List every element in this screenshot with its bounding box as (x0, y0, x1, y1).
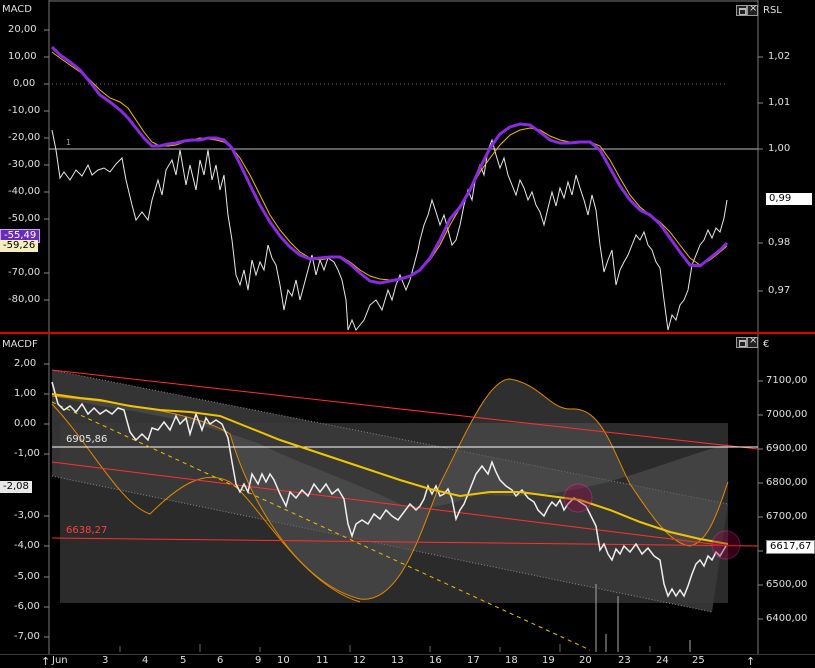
date-label: 5 (180, 655, 187, 666)
macdf-tick: -3,00 (14, 510, 40, 521)
date-label: 25 (692, 655, 705, 666)
macdf-tick: -7,00 (14, 631, 40, 642)
envelope-line (51, 378, 729, 600)
rsl-tick: 1,01 (768, 97, 791, 108)
price-canvas (0, 334, 815, 654)
maximize-icon[interactable] (736, 5, 747, 16)
price-value-tag: 6617,67 (766, 540, 815, 554)
macdf-value-tag: -2,08 (0, 481, 32, 493)
price-tick: 6800,00 (766, 477, 808, 488)
upper-left-title: MACD (2, 4, 32, 15)
date-label: 4 (142, 655, 149, 666)
macd-rsl-canvas (0, 0, 815, 334)
date-label: 9 (255, 655, 262, 666)
date-label: 19 (542, 655, 555, 666)
price-line (51, 381, 727, 598)
macd-line (50, 45, 729, 285)
price-tick: 6500,00 (766, 579, 808, 590)
date-label: 16 (429, 655, 442, 666)
up-arrow-icon: ↑ (41, 655, 51, 668)
macd-tick: 10,00 (8, 51, 37, 62)
macd-tick: -30,00 (8, 159, 41, 170)
rsl-line (51, 129, 728, 331)
macdf-tick: -6,00 (14, 601, 40, 612)
macd-tick: 20,00 (8, 24, 37, 35)
price-tick: 6400,00 (766, 613, 808, 624)
marker-label: 1 (66, 138, 72, 147)
macdf-tick: 2,00 (14, 358, 37, 369)
rsl-tick: 1,02 (768, 51, 791, 62)
macd-tick: -20,00 (8, 132, 41, 143)
rsl-tick: 0,97 (768, 285, 791, 296)
price-tick: 7100,00 (766, 375, 808, 386)
lower-left-title: MACDF (2, 339, 38, 350)
date-axis: ↑ Jun 3 4 5 6 9 10 11 12 13 16 17 18 19 … (0, 654, 815, 668)
macd-tick: 0,00 (13, 78, 36, 89)
date-label: 12 (353, 655, 366, 666)
date-label: 20 (579, 655, 592, 666)
rsl-tick: 1,00 (768, 143, 791, 154)
macdf-tick: -5,00 (14, 571, 40, 582)
upper-right-title: RSL (763, 5, 782, 16)
maximize-icon[interactable] (736, 337, 747, 348)
date-label: 18 (505, 655, 518, 666)
rsl-tick: 0,98 (768, 237, 791, 248)
date-label: 11 (316, 655, 329, 666)
macdf-tick: -4,00 (14, 540, 40, 551)
macdf-tick: 1,00 (14, 388, 37, 399)
macdf-tick: -1,00 (14, 448, 40, 459)
macdf-price-panel[interactable]: MACDF € 2,00 1,00 0,00 -1,00 -3,00 -4,00… (0, 334, 815, 654)
price-tick: 6900,00 (766, 443, 808, 454)
macd-tick: -40,00 (8, 186, 41, 197)
moving-average (51, 393, 729, 545)
close-icon[interactable] (747, 3, 758, 16)
macd-rsl-panel[interactable]: MACD RSL 20,00 10,00 0,00 -10,00 -20,00 … (0, 0, 815, 334)
macd-tick: -70,00 (8, 267, 41, 278)
level-label-lower: 6638,27 (66, 525, 108, 536)
rsl-value-tag: 0,99 (766, 193, 812, 205)
date-label: Jun (52, 655, 68, 666)
price-tick: 7000,00 (766, 409, 808, 420)
signal-value-tag: -59,26 (0, 240, 39, 252)
date-label: 6 (217, 655, 224, 666)
up-arrow-icon: ↑ (746, 655, 756, 668)
date-label: 24 (656, 655, 669, 666)
macdf-tick: 0,00 (14, 418, 37, 429)
macd-tick: -50,00 (8, 213, 41, 224)
level-label-upper: 6905,86 (66, 434, 108, 445)
close-icon[interactable] (747, 335, 758, 348)
date-label: 10 (277, 655, 290, 666)
date-label: 13 (391, 655, 404, 666)
date-label: 17 (467, 655, 480, 666)
macd-tick: -80,00 (8, 294, 41, 305)
price-tick: 6700,00 (766, 511, 808, 522)
date-label: 23 (618, 655, 631, 666)
date-label: 3 (102, 655, 109, 666)
macd-tick: -10,00 (8, 105, 41, 116)
lower-right-title: € (763, 339, 770, 350)
